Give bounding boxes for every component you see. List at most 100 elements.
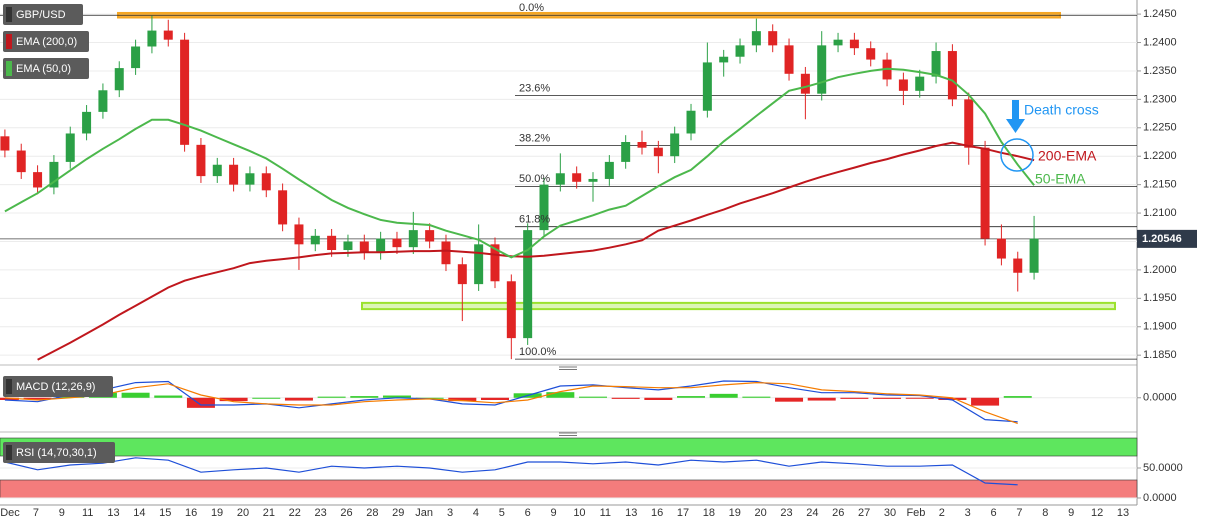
y-tick-label: 1.2250 — [1143, 122, 1177, 134]
candle-body — [817, 45, 827, 94]
legend-title: MACD (12,26,9) — [16, 381, 95, 393]
candle-body — [964, 99, 974, 148]
candle-body — [457, 264, 467, 285]
candle-body — [327, 235, 337, 251]
x-tick-label: 30 — [884, 507, 896, 519]
x-tick-label: 16 — [651, 507, 663, 519]
x-tick-label: 22 — [289, 507, 301, 519]
candle-body — [719, 56, 729, 63]
fib-label: 38.2% — [519, 132, 550, 144]
fib-label: 61.8% — [519, 214, 550, 226]
x-tick-label: 13 — [625, 507, 637, 519]
candle-body — [637, 142, 647, 148]
legend-title: GBP/USD — [16, 9, 66, 21]
x-tick-label: 10 — [573, 507, 585, 519]
candle-body — [996, 238, 1006, 259]
histogram-bar — [0, 397, 19, 400]
histogram-bar — [644, 397, 673, 400]
x-tick-label: 13 — [107, 507, 119, 519]
candle-body — [245, 173, 255, 185]
candle-body — [294, 224, 304, 245]
candle-body — [229, 164, 239, 185]
x-tick-label: 27 — [858, 507, 870, 519]
histogram-bar — [807, 397, 836, 401]
x-tick-label: 4 — [473, 507, 479, 519]
candle-body — [408, 230, 418, 248]
last-price-box — [1137, 229, 1197, 248]
x-tick-label: 3 — [965, 507, 971, 519]
rsi-band — [0, 479, 1138, 499]
candle-body — [915, 76, 925, 91]
histogram-bar — [775, 397, 804, 402]
x-tick-label: Feb — [906, 507, 925, 519]
legend-title-swatch — [6, 379, 12, 394]
histogram-bar — [611, 397, 640, 399]
candle-body — [1013, 258, 1023, 273]
legend-title: RSI (14,70,30,1) — [16, 447, 97, 459]
resize-grip[interactable] — [559, 366, 577, 436]
annotation: 200-EMA — [1038, 148, 1097, 164]
x-tick-label: 2 — [939, 507, 945, 519]
y-tick-label: 1.2450 — [1143, 8, 1177, 20]
y-tick-label: 1.2400 — [1143, 36, 1177, 48]
x-tick-label: 24 — [806, 507, 818, 519]
mid-layer — [0, 15, 1039, 486]
candle-body — [572, 173, 582, 182]
histogram-bar — [579, 396, 608, 398]
histogram-bar — [317, 396, 346, 398]
candle-body — [523, 230, 533, 339]
candle-body — [800, 73, 810, 94]
candle-body — [588, 178, 598, 182]
x-tick-label: 7 — [1016, 507, 1022, 519]
fib-label: 100.0% — [519, 346, 557, 358]
candle-body — [947, 51, 957, 100]
x-tick-label: 15 — [159, 507, 171, 519]
candle-body — [898, 79, 908, 91]
histogram-bar — [154, 395, 183, 398]
y-tick-label: 1.2100 — [1143, 207, 1177, 219]
candle-body — [768, 31, 778, 46]
candle-body — [849, 39, 859, 49]
x-tick-label: 23 — [314, 507, 326, 519]
legend-entry-box — [3, 31, 89, 52]
x-tick-label: 11 — [600, 507, 611, 519]
x-tick-label: 9 — [550, 507, 556, 519]
y-tick-label: 1.2350 — [1143, 65, 1177, 77]
x-tick-label: 11 — [82, 507, 93, 519]
x-tick-label: 17 — [677, 507, 689, 519]
x-tick-label: 3 — [447, 507, 453, 519]
histogram-bar — [448, 397, 477, 402]
x-tick-label: 19 — [729, 507, 741, 519]
arrow-shaft — [1012, 100, 1019, 120]
x-tick-label: 21 — [263, 507, 275, 519]
candle-body — [16, 150, 26, 173]
histogram-bar — [350, 396, 379, 398]
x-tick-label: 6 — [991, 507, 997, 519]
y-tick-label: 1.1850 — [1143, 349, 1177, 361]
candle-body — [196, 144, 206, 177]
candle-body — [931, 51, 941, 77]
legend-entry-box — [3, 58, 89, 79]
candle-body — [866, 48, 876, 60]
candle-body — [702, 62, 712, 111]
macd-line — [4, 381, 1018, 425]
candle-body — [441, 241, 451, 265]
candle-body — [147, 30, 157, 47]
x-tick-label: 7 — [33, 507, 39, 519]
histogram-bar — [252, 397, 281, 399]
histogram-bar — [121, 392, 150, 398]
y-tick-label: 0.0000 — [1143, 492, 1177, 504]
y-tick-label: 1.2300 — [1143, 93, 1177, 105]
histogram-bar — [840, 397, 869, 399]
cross-marker — [1000, 138, 1034, 172]
x-tick-label: 26 — [340, 507, 352, 519]
histogram-bar — [873, 397, 902, 399]
candle-body — [784, 45, 794, 74]
y-tick-label: 1.1950 — [1143, 292, 1177, 304]
rsi-band — [0, 437, 1138, 457]
fib-label: 50.0% — [519, 173, 550, 185]
legend-entry-swatch — [6, 61, 12, 76]
legend-title-swatch — [6, 445, 12, 460]
x-tick-label: 20 — [237, 507, 249, 519]
